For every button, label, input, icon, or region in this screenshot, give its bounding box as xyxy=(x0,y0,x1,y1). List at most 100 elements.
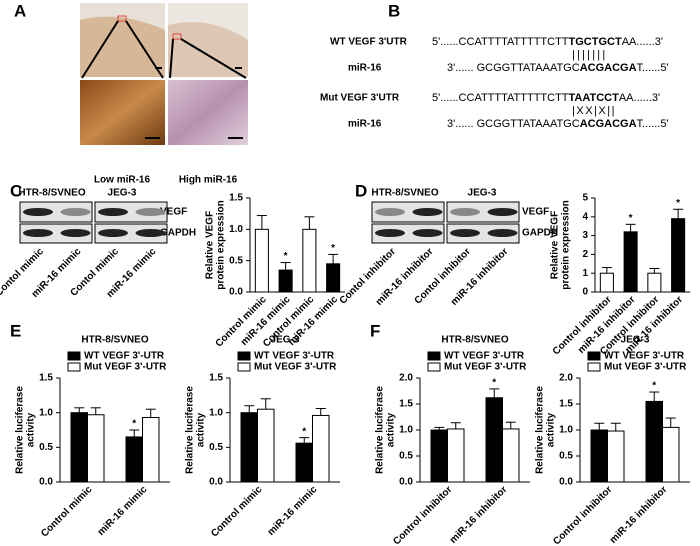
panel-label: C xyxy=(10,181,22,200)
y-tick-label: 0.0 xyxy=(209,477,223,488)
legend-label: WT VEGF 3'-UTR xyxy=(84,351,165,362)
y-axis-label: activity xyxy=(196,412,207,447)
significance: * xyxy=(132,419,136,430)
legend-label: WT VEGF 3'-UTR xyxy=(604,351,685,362)
band xyxy=(487,229,518,237)
band xyxy=(412,208,443,216)
band xyxy=(98,208,128,216)
bar xyxy=(302,228,317,293)
sequence-site: ACGACGA xyxy=(580,118,637,130)
y-tick-label: 0.5 xyxy=(399,451,413,462)
bar xyxy=(662,426,680,483)
band xyxy=(23,229,53,237)
cell-line-label: HTR-8/SVNEO xyxy=(371,188,438,199)
bar xyxy=(278,269,293,293)
x-tick-label: Control inhibitor xyxy=(551,484,614,546)
sequence-part: 5'......CCATTTTATTTTTCTT xyxy=(432,92,569,104)
image-caption: Low miR-16 xyxy=(94,175,151,186)
x-tick-label: Control inhibitor xyxy=(391,484,454,546)
y-tick-label: 0.0 xyxy=(39,477,53,488)
pairing: |XX|X|| xyxy=(572,105,616,117)
sequence-label: WT VEGF 3'UTR xyxy=(330,37,408,48)
y-tick-label: 1.0 xyxy=(399,425,413,436)
sequence-site: TGCTGCT xyxy=(569,36,622,48)
sequence: 5'......CCATTTTATTTTTCTTTGCTGCTAA......3… xyxy=(432,36,663,48)
x-tick-label: miR-16 inhibitor xyxy=(448,484,510,546)
bar xyxy=(254,228,269,293)
y-axis-label: Relative VEGF xyxy=(205,211,216,279)
band-label: VEGF xyxy=(522,207,549,218)
bar xyxy=(485,397,503,483)
image-caption: High miR-16 xyxy=(179,175,238,186)
blot-frame xyxy=(19,201,93,223)
x-tick-label: miR-16 mimic xyxy=(266,484,320,538)
y-tick-label: 0.0 xyxy=(229,287,243,298)
bar xyxy=(430,429,448,483)
band xyxy=(60,229,91,237)
sequence: 5'......CCATTTTATTTTTCTTTAATCCTAA......3… xyxy=(432,92,660,104)
legend-swatch xyxy=(427,351,441,361)
legend-swatch xyxy=(587,362,601,372)
y-axis-label: protein expression xyxy=(561,200,572,289)
legend-label: WT VEGF 3'-UTR xyxy=(444,351,525,362)
bar xyxy=(240,412,258,483)
bar xyxy=(125,436,143,483)
bar xyxy=(312,414,330,483)
bar xyxy=(142,417,160,483)
bar xyxy=(70,412,88,483)
significance: * xyxy=(652,381,656,392)
y-tick-label: 4 xyxy=(582,211,588,222)
sequence-part: AA......3' xyxy=(619,92,660,104)
y-tick-label: 0.0 xyxy=(559,477,573,488)
y-tick-label: 1.0 xyxy=(229,224,243,235)
legend-swatch xyxy=(67,362,81,372)
band-label: GAPDH xyxy=(522,228,558,239)
band xyxy=(135,208,166,216)
sequence-site: ACGACGA xyxy=(580,62,637,74)
bar xyxy=(326,263,341,293)
bar xyxy=(647,272,662,293)
blot-frame xyxy=(19,223,93,244)
cell-line-label: HTR-8/SVNEO xyxy=(18,188,85,199)
y-tick-label: 0.5 xyxy=(39,442,53,453)
y-tick-label: 2.0 xyxy=(399,373,413,384)
x-tick-label: Control mimic xyxy=(209,484,265,540)
band xyxy=(98,229,128,237)
sequence-label: miR-16 xyxy=(348,63,382,74)
blot-frame xyxy=(446,223,520,244)
blot-frame xyxy=(446,201,520,223)
y-axis-label: Relative luciferase xyxy=(375,386,386,474)
bar xyxy=(607,430,625,483)
band-label: GAPDH xyxy=(160,228,196,239)
blot-frame xyxy=(94,201,168,223)
panel-label: B xyxy=(388,1,400,20)
y-tick-label: 1.0 xyxy=(559,425,573,436)
band xyxy=(450,208,480,216)
legend-label: Mut VEGF 3'-UTR xyxy=(254,362,337,373)
significance: * xyxy=(629,213,633,224)
legend-swatch xyxy=(587,351,601,361)
y-tick-label: 1.5 xyxy=(39,373,53,384)
bar xyxy=(645,400,663,483)
sequence-part: 3'...... GCGGTTATAAATGC xyxy=(447,62,580,74)
band xyxy=(60,208,91,216)
sequence-part: T......5' xyxy=(637,62,669,74)
y-tick-label: 3 xyxy=(582,230,588,241)
band xyxy=(412,229,443,237)
sequence-label: miR-16 xyxy=(348,119,382,130)
y-axis-label: activity xyxy=(546,412,557,447)
y-axis-label: protein expression xyxy=(216,200,227,289)
legend-label: WT VEGF 3'-UTR xyxy=(254,351,335,362)
y-axis-label: Relative luciferase xyxy=(535,386,546,474)
histology-images xyxy=(80,3,248,145)
legend-label: Mut VEGF 3'-UTR xyxy=(604,362,687,373)
x-tick-label: Control mimic xyxy=(39,484,95,540)
bar xyxy=(87,414,105,483)
band xyxy=(23,208,53,216)
significance: * xyxy=(676,198,680,209)
legend-swatch xyxy=(67,351,81,361)
significance: * xyxy=(302,426,306,437)
pairing: ||||||| xyxy=(572,49,607,61)
cell-line-label: JEG-3 xyxy=(468,188,497,199)
y-tick-label: 1 xyxy=(582,268,588,279)
